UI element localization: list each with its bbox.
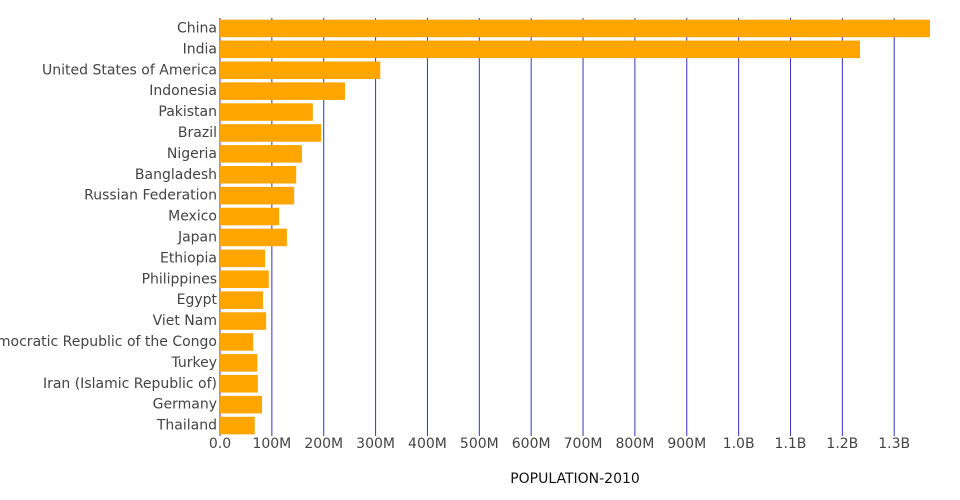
bar	[220, 291, 264, 309]
y-tick-label: Thailand	[156, 418, 217, 434]
y-tick-label: Egypt	[177, 292, 218, 308]
x-tick-label: 200M	[304, 436, 343, 452]
x-tick-label: 1.0B	[723, 436, 755, 452]
y-tick-label: China	[177, 20, 217, 36]
bar	[220, 82, 345, 100]
bar	[220, 40, 860, 59]
x-tick-label: 800M	[615, 436, 654, 452]
bar	[220, 395, 263, 414]
x-tick-label: 0.0	[209, 436, 231, 452]
bar	[220, 228, 287, 247]
bar	[220, 103, 313, 121]
x-tick-label: 900M	[667, 436, 706, 452]
bar	[220, 416, 255, 435]
y-tick-label: Japan	[177, 229, 217, 245]
bar	[220, 165, 297, 184]
x-tick-label: 1.2B	[826, 436, 858, 452]
bar	[220, 207, 280, 226]
x-tick-label: 300M	[356, 436, 395, 452]
bar	[220, 333, 254, 351]
y-tick-label: Viet Nam	[153, 313, 217, 329]
y-tick-label: Indonesia	[149, 83, 217, 99]
y-tick-label: Iran (Islamic Republic of)	[43, 376, 217, 392]
y-tick-label: Germany	[153, 397, 217, 413]
x-tick-label: 700M	[564, 436, 603, 452]
x-tick-label: 1.3B	[878, 436, 910, 452]
bar	[220, 19, 930, 38]
y-tick-label: United States of America	[42, 62, 217, 78]
bar	[220, 61, 381, 80]
bar	[220, 124, 322, 142]
y-tick-label: India	[183, 41, 217, 57]
x-tick-label: 1.1B	[775, 436, 807, 452]
bar	[220, 312, 267, 330]
x-tick-label: 100M	[252, 436, 291, 452]
bar	[220, 249, 266, 268]
y-tick-label: Russian Federation	[84, 188, 217, 204]
y-tick-label: Democratic Republic of the Congo	[0, 334, 217, 350]
y-tick-label: Nigeria	[167, 146, 217, 162]
bar	[220, 374, 258, 393]
x-tick-label: 500M	[460, 436, 499, 452]
bar	[220, 145, 302, 163]
y-tick-label: Bangladesh	[135, 167, 217, 183]
y-tick-label: Brazil	[178, 125, 217, 141]
y-tick-label: Mexico	[168, 209, 217, 225]
y-tick-label: Philippines	[142, 271, 217, 287]
bar	[220, 354, 258, 372]
bar	[220, 186, 295, 205]
y-tick-label: Ethiopia	[160, 250, 217, 266]
x-tick-label: 400M	[408, 436, 447, 452]
bar	[220, 270, 269, 289]
x-tick-label: 600M	[512, 436, 551, 452]
x-axis-title: POPULATION-2010	[510, 471, 640, 487]
y-tick-label: Pakistan	[158, 104, 217, 120]
y-tick-label: Turkey	[170, 355, 217, 371]
